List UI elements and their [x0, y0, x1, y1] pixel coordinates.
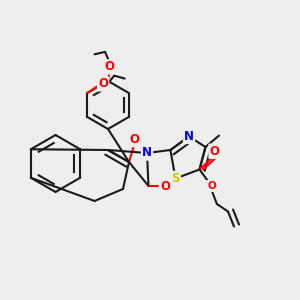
Text: O: O — [209, 145, 220, 158]
Text: O: O — [129, 133, 140, 146]
Text: O: O — [160, 179, 170, 193]
Text: O: O — [207, 181, 216, 191]
Text: O: O — [98, 77, 108, 91]
Text: N: N — [142, 146, 152, 160]
Text: O: O — [104, 60, 115, 74]
Text: N: N — [184, 130, 194, 143]
Text: S: S — [171, 172, 180, 185]
